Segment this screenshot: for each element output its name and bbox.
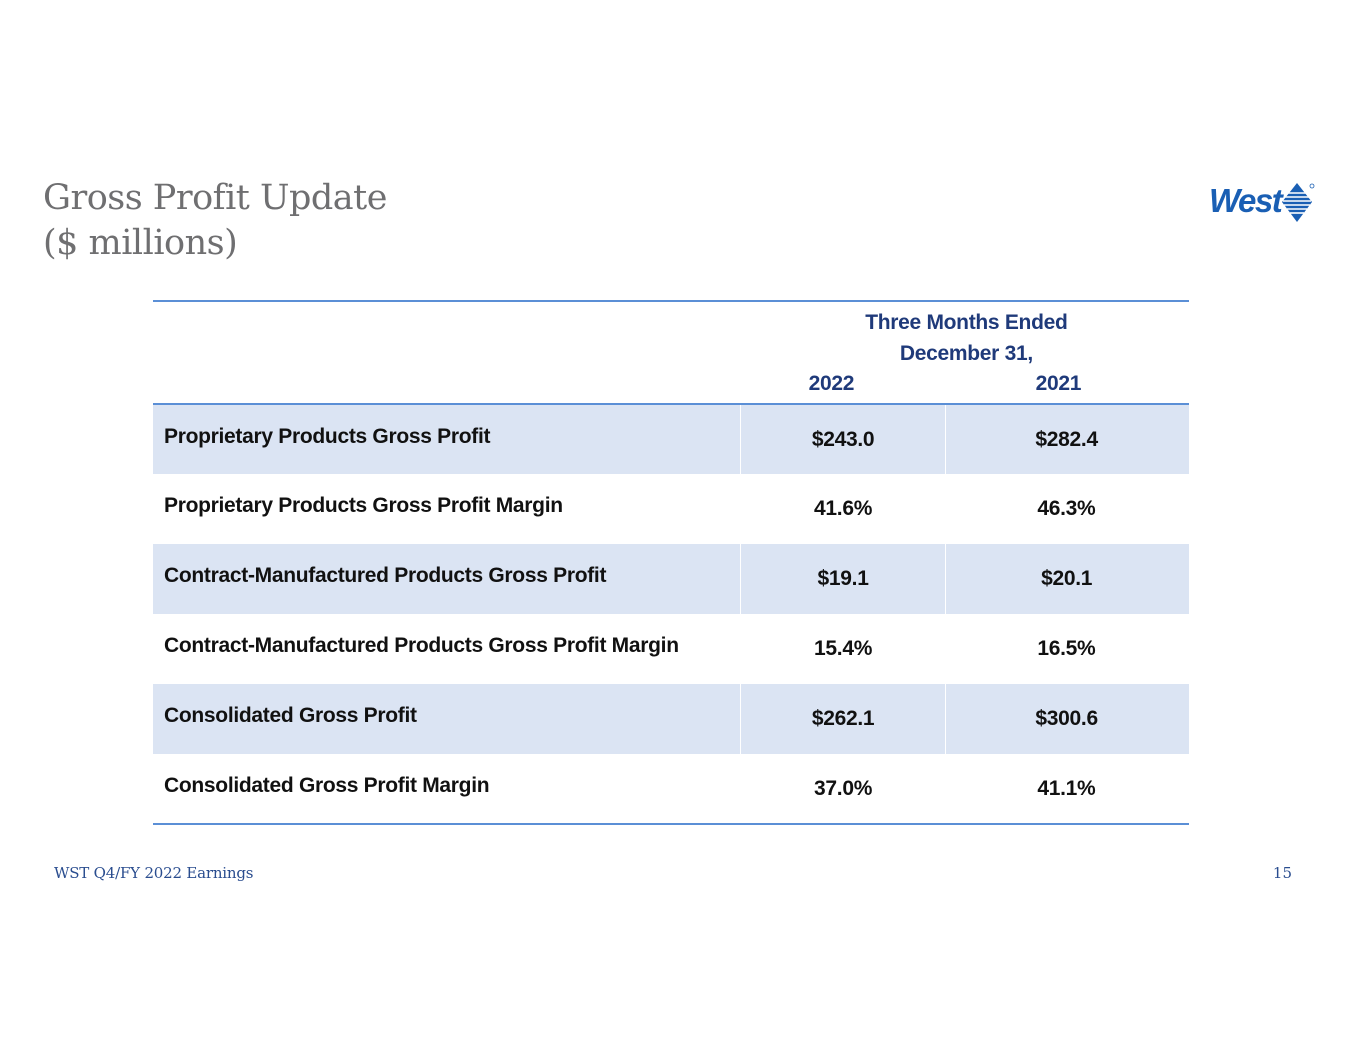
- west-logo: West: [1206, 180, 1316, 226]
- value-2022: $19.1: [739, 544, 947, 614]
- period-heading-line-1: Three Months Ended: [865, 311, 1068, 334]
- row-label: Consolidated Gross Profit Margin: [153, 754, 741, 825]
- value-2021: $282.4: [945, 404, 1189, 474]
- page-number: 15: [1272, 864, 1292, 882]
- value-2022: 41.6%: [814, 497, 873, 520]
- table-row: Consolidated Gross Profit Margin 37.0% 4…: [153, 754, 1189, 825]
- value-2022: $262.1: [739, 684, 947, 754]
- row-label: Consolidated Gross Profit: [153, 684, 741, 754]
- table-header-row: Three Months Ended December 31, 2022 202…: [153, 300, 1189, 405]
- table-row: Consolidated Gross Profit $262.1 $300.6: [153, 684, 1189, 754]
- west-diamond-icon: [1282, 183, 1315, 222]
- value-2021: $300.6: [945, 684, 1189, 754]
- value-2022: 37.0%: [740, 754, 946, 825]
- value-2021: 41.1%: [945, 754, 1189, 825]
- table-row: Proprietary Products Gross Profit Margin…: [153, 474, 1189, 544]
- value-2021: $20.1: [945, 544, 1189, 614]
- page-title-line-2: ($ millions): [43, 223, 238, 263]
- value-2021: 46.3%: [1037, 497, 1096, 520]
- table-row: Contract-Manufactured Products Gross Pro…: [153, 614, 1189, 684]
- value-2022: 15.4%: [814, 637, 873, 660]
- header-period-column: Three Months Ended December 31, 2022 202…: [740, 300, 1189, 405]
- value-2021: 16.5%: [1037, 637, 1096, 660]
- footer-deck-title: WST Q4/FY 2022 Earnings: [54, 864, 254, 882]
- header-label-column: [153, 300, 741, 405]
- row-label: Proprietary Products Gross Profit: [153, 404, 741, 474]
- table-row: Contract-Manufactured Products Gross Pro…: [153, 544, 1189, 614]
- page-title-line-1: Gross Profit Update: [43, 178, 387, 218]
- value-2022: $243.0: [739, 404, 947, 474]
- gross-profit-table: Three Months Ended December 31, 2022 202…: [153, 300, 1189, 825]
- period-heading-line-2: December 31,: [899, 342, 1033, 365]
- west-logo-text: West: [1209, 182, 1283, 219]
- year-header-2022: 2022: [808, 372, 855, 395]
- row-label: Contract-Manufactured Products Gross Pro…: [164, 634, 679, 657]
- row-label: Proprietary Products Gross Profit Margin: [164, 494, 563, 517]
- row-label: Contract-Manufactured Products Gross Pro…: [153, 544, 741, 614]
- page-title: Gross Profit Update ($ millions): [43, 176, 387, 266]
- year-header-2021: 2021: [1035, 372, 1082, 395]
- table-row: Proprietary Products Gross Profit $243.0…: [153, 404, 1189, 474]
